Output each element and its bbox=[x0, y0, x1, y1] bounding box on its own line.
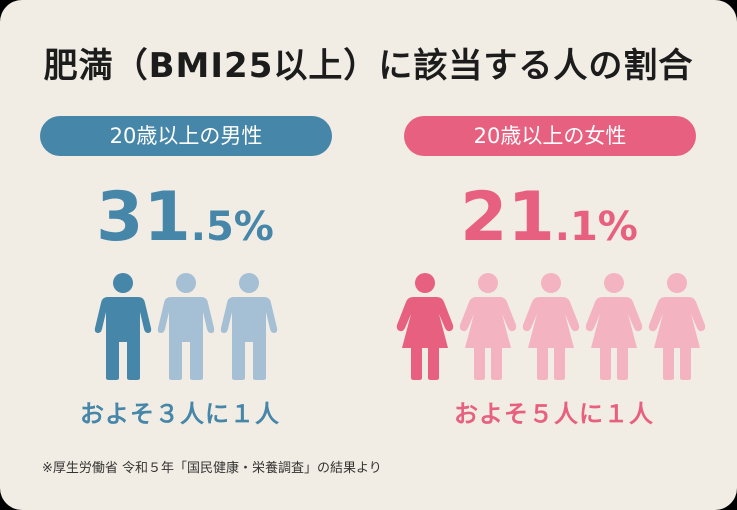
page-title: 肥満（BMI25以上）に該当する人の割合 bbox=[43, 46, 694, 86]
women-approx-ratio: およそ５人に１人 bbox=[454, 400, 654, 428]
women-percentage-int: 21 bbox=[460, 178, 555, 257]
men-label-pill: 20歳以上の男性 bbox=[40, 116, 332, 156]
source-note: ※厚生労働省 令和５年「国民健康・栄養調査」の結果より bbox=[42, 461, 382, 476]
woman-icon bbox=[396, 273, 454, 380]
men-percentage: 31.5% bbox=[20, 184, 350, 252]
man-icon bbox=[94, 273, 152, 380]
women-percentage-frac: .1% bbox=[554, 204, 638, 250]
man-icon bbox=[157, 273, 215, 380]
woman-icon bbox=[585, 273, 643, 380]
men-percentage-int: 31 bbox=[96, 178, 191, 257]
woman-icon bbox=[522, 273, 580, 380]
woman-icon bbox=[648, 273, 706, 380]
woman-icon bbox=[459, 273, 517, 380]
men-percentage-frac: .5% bbox=[190, 204, 274, 250]
women-percentage: 21.1% bbox=[384, 184, 714, 252]
man-icon bbox=[220, 273, 278, 380]
men-approx-ratio: およそ３人に１人 bbox=[80, 400, 280, 428]
women-label-pill: 20歳以上の女性 bbox=[404, 116, 696, 156]
